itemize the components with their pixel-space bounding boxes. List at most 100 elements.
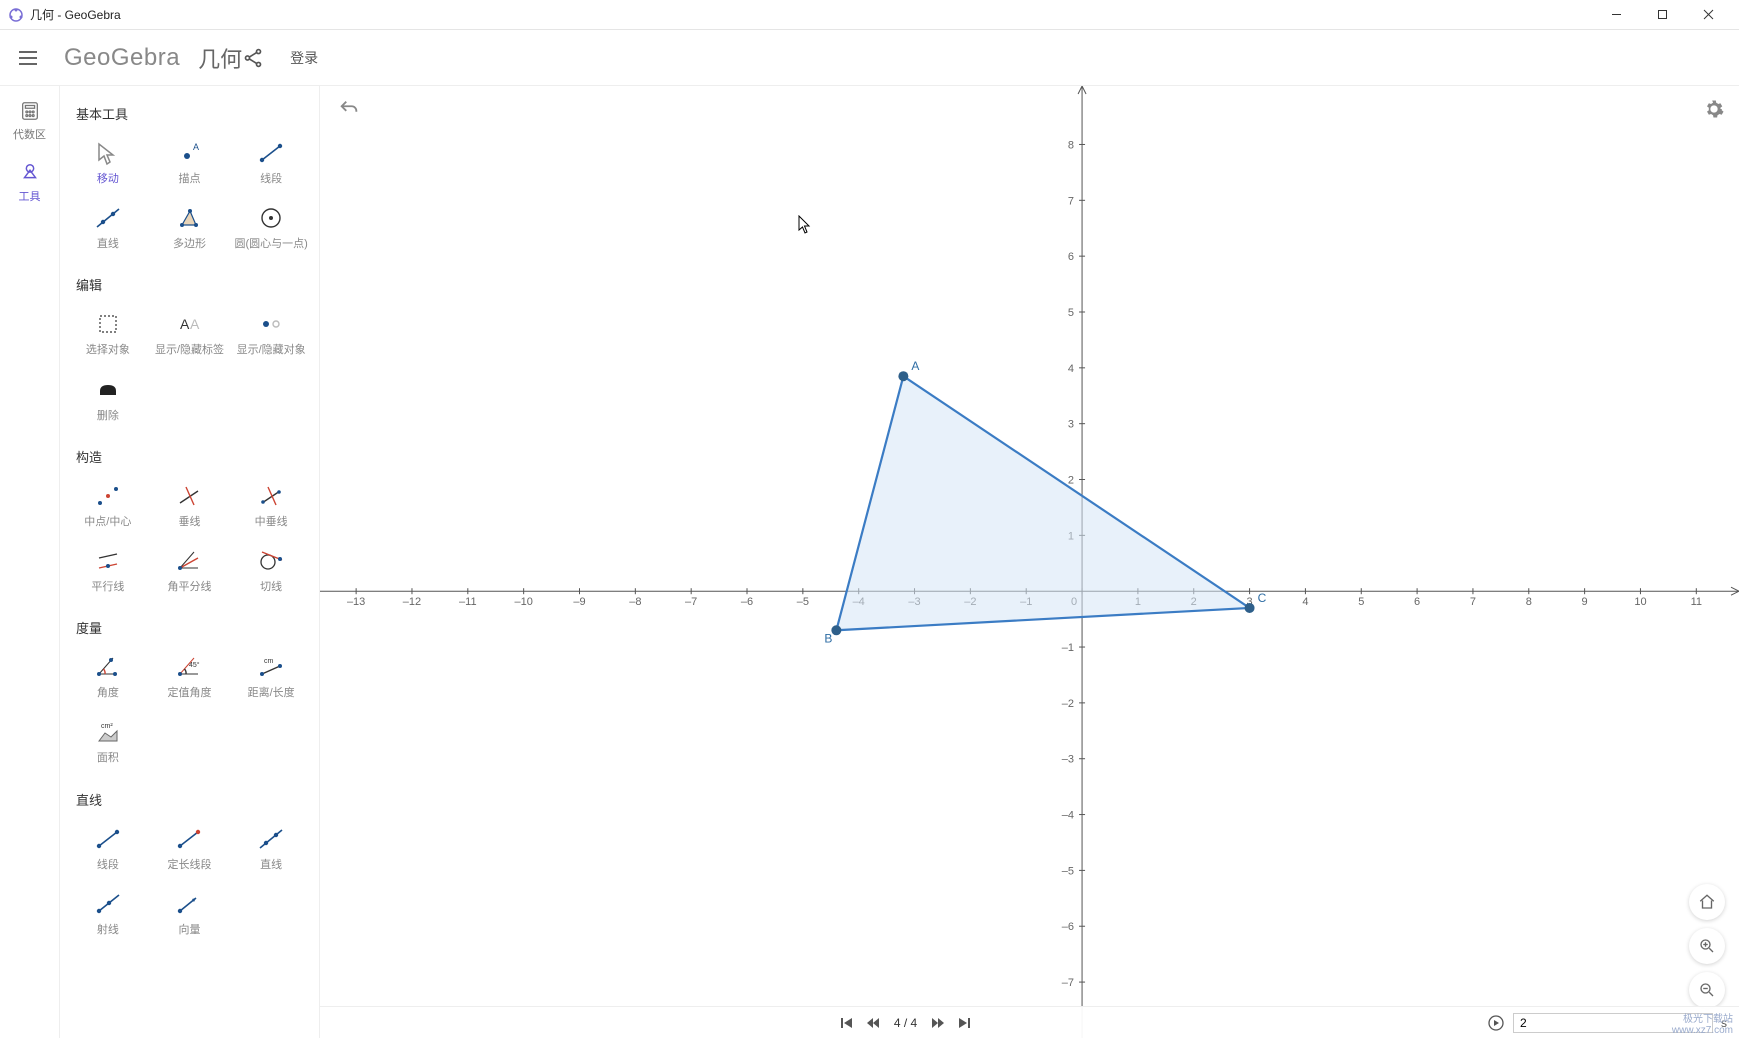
tool-label: 定长线段: [167, 859, 211, 872]
nav-algebra[interactable]: 代数区: [13, 100, 46, 142]
next-step-button[interactable]: [929, 1014, 947, 1032]
tool-label: 显示/隐藏标签: [155, 344, 224, 357]
svg-text:cm: cm: [264, 658, 274, 665]
zoom-in-button[interactable]: [1689, 928, 1725, 964]
tangent-icon: [257, 547, 285, 575]
tool-section-title: 直线: [66, 782, 313, 815]
svg-text:45°: 45°: [189, 661, 200, 669]
tool-vector[interactable]: 向量: [150, 884, 230, 943]
svg-text:cm²: cm²: [101, 723, 113, 730]
svg-text:8: 8: [1526, 596, 1532, 608]
tool-midpoint[interactable]: 中点/中心: [68, 476, 148, 535]
svg-text:3: 3: [1068, 419, 1074, 431]
tool-anglebis[interactable]: 角平分线: [150, 541, 230, 600]
tool-label: 切线: [260, 581, 282, 594]
titlebar: 几何 - GeoGebra: [0, 0, 1739, 30]
tool-label: 距离/长度: [248, 687, 295, 700]
tool-label: 多边形: [173, 238, 206, 251]
point-label-B: B: [824, 631, 832, 645]
close-button[interactable]: [1685, 0, 1731, 30]
tool-label: 平行线: [91, 581, 124, 594]
graph-canvas[interactable]: –13–12–11–10–9–8–7–6–5–4–3–2–10123456789…: [320, 86, 1739, 1038]
tool-parallel[interactable]: 平行线: [68, 541, 148, 600]
tool-show-obj[interactable]: 显示/隐藏对象: [231, 304, 311, 363]
tool-circle[interactable]: 圆(圆心与一点): [231, 198, 311, 257]
tool-delete[interactable]: 删除: [68, 370, 148, 429]
step-indicator: 4 / 4: [894, 1016, 917, 1030]
svg-text:–5: –5: [1062, 865, 1074, 877]
svg-text:6: 6: [1068, 251, 1074, 263]
tool-tangent[interactable]: 切线: [231, 541, 311, 600]
tool-label: 角度: [97, 687, 119, 700]
tool-perpbis[interactable]: 中垂线: [231, 476, 311, 535]
menu-button[interactable]: [14, 44, 42, 72]
circle-icon: [257, 204, 285, 232]
svg-text:–7: –7: [1062, 977, 1074, 989]
tool-distance[interactable]: cm 距离/长度: [231, 647, 311, 706]
tool-point[interactable]: A描点: [150, 133, 230, 192]
settings-button[interactable]: [1703, 98, 1725, 120]
speed-input[interactable]: [1513, 1013, 1713, 1033]
tool-area[interactable]: cm²面积: [68, 712, 148, 771]
svg-text:–1: –1: [1062, 642, 1074, 654]
zoom-out-button[interactable]: [1689, 972, 1725, 1008]
tool-panel[interactable]: 基本工具移动A描点线段直线多边形圆(圆心与一点)编辑选择对象AA显示/隐藏标签显…: [60, 86, 320, 1038]
tool-label: 直线: [260, 859, 282, 872]
anglebis-icon: [175, 547, 203, 575]
tool-select-obj[interactable]: 选择对象: [68, 304, 148, 363]
svg-text:–8: –8: [629, 596, 641, 608]
tool-polygon[interactable]: 多边形: [150, 198, 230, 257]
line-icon: [94, 204, 122, 232]
tool-section-title: 度量: [66, 610, 313, 643]
maximize-button[interactable]: [1639, 0, 1685, 30]
point-label-A: A: [911, 359, 919, 373]
last-step-button[interactable]: [955, 1014, 973, 1032]
first-step-button[interactable]: [838, 1014, 856, 1032]
canvas-area[interactable]: –13–12–11–10–9–8–7–6–5–4–3–2–10123456789…: [320, 86, 1739, 1038]
parallel-icon: [94, 547, 122, 575]
svg-text:7: 7: [1068, 195, 1074, 207]
svg-text:4: 4: [1302, 596, 1308, 608]
tool-label: 移动: [97, 173, 119, 186]
tool-perp[interactable]: 垂线: [150, 476, 230, 535]
tool-line[interactable]: 直线: [68, 198, 148, 257]
tool-seg-fix[interactable]: 定长线段: [150, 819, 230, 878]
angle-icon: [94, 653, 122, 681]
svg-text:–7: –7: [685, 596, 697, 608]
tool-label: 垂线: [178, 516, 200, 529]
home-button[interactable]: [1689, 884, 1725, 920]
share-icon[interactable]: [242, 47, 264, 69]
tool-label: 射线: [97, 924, 119, 937]
play-button[interactable]: [1487, 1014, 1505, 1032]
tool-angle-fix[interactable]: 45°定值角度: [150, 647, 230, 706]
tool-line2[interactable]: 直线: [231, 819, 311, 878]
tool-section-title: 基本工具: [66, 96, 313, 129]
point-A[interactable]: [898, 371, 908, 381]
prev-step-button[interactable]: [864, 1014, 882, 1032]
minimize-button[interactable]: [1593, 0, 1639, 30]
polygon-icon: [175, 204, 203, 232]
area-icon: cm²: [94, 718, 122, 746]
svg-text:–9: –9: [573, 596, 585, 608]
nav-tools[interactable]: 工具: [19, 162, 41, 204]
svg-text:–2: –2: [1062, 698, 1074, 710]
point-B[interactable]: [831, 625, 841, 635]
playback-bar: 4 / 4 s: [320, 1006, 1739, 1038]
tool-label: 描点: [178, 173, 200, 186]
tool-segment2[interactable]: 线段: [68, 819, 148, 878]
login-link[interactable]: 登录: [290, 48, 318, 68]
tool-label: 直线: [97, 238, 119, 251]
undo-button[interactable]: [338, 98, 360, 120]
tool-label: 圆(圆心与一点): [234, 238, 307, 251]
tool-segment[interactable]: 线段: [231, 133, 311, 192]
nav-algebra-label: 代数区: [13, 126, 46, 142]
app-header: GeoGebra 几何 登录: [0, 30, 1739, 86]
tool-ray[interactable]: 射线: [68, 884, 148, 943]
tool-move[interactable]: 移动: [68, 133, 148, 192]
tool-label: 线段: [260, 173, 282, 186]
tool-show-label[interactable]: AA显示/隐藏标签: [150, 304, 230, 363]
svg-text:–13: –13: [347, 596, 365, 608]
point-C[interactable]: [1245, 603, 1255, 613]
app-icon: [8, 7, 24, 23]
tool-angle[interactable]: 角度: [68, 647, 148, 706]
